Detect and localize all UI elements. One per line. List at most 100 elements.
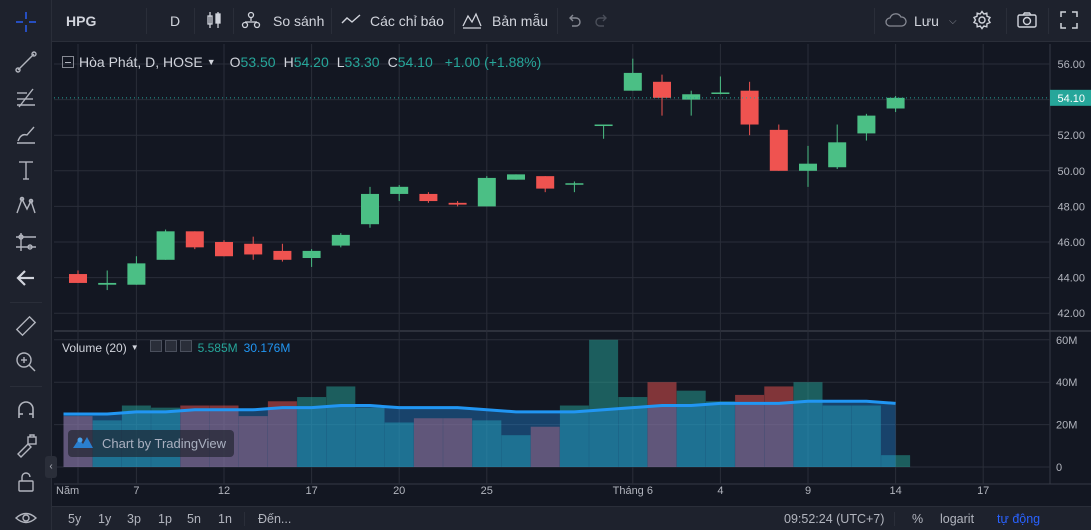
tradingview-logo-icon xyxy=(72,434,94,453)
volume-ma-line xyxy=(63,399,896,467)
fullscreen-button[interactable] xyxy=(1059,0,1079,42)
back-arrow-icon[interactable] xyxy=(8,262,44,294)
chart-canvas[interactable]: 56.0054.0052.0050.0048.0046.0044.0042.00… xyxy=(54,44,1091,506)
range-5y-button[interactable]: 5y xyxy=(68,512,82,526)
lock-icon[interactable] xyxy=(8,466,44,498)
chart-container[interactable]: 56.0054.0052.0050.0048.0046.0044.0042.00… xyxy=(54,44,1091,506)
interval-button[interactable]: D xyxy=(170,0,180,42)
open-value: 53.50 xyxy=(240,54,276,70)
magnet-icon[interactable] xyxy=(8,394,44,426)
drawing-toolbar xyxy=(0,0,52,530)
compare-button[interactable]: So sánh xyxy=(241,0,324,42)
candles-icon xyxy=(204,10,224,33)
fullscreen-icon xyxy=(1059,10,1079,33)
volume-bar xyxy=(530,426,560,467)
brush-icon[interactable] xyxy=(8,118,44,150)
pattern-icon[interactable] xyxy=(8,190,44,222)
screenshot-button[interactable] xyxy=(1016,0,1038,42)
volume-bar xyxy=(267,401,297,467)
templates-button[interactable]: Bản mẫu xyxy=(462,0,548,42)
collapse-legend-icon[interactable] xyxy=(62,56,74,68)
settings-button[interactable] xyxy=(972,0,992,42)
volume-bar xyxy=(472,420,502,467)
price-axis: 56.0054.0052.0050.0048.0046.0044.0042.00… xyxy=(1050,59,1091,474)
range-3m-button[interactable]: 3p xyxy=(127,512,141,526)
tradingview-watermark[interactable]: Chart by TradingView xyxy=(68,430,235,457)
price-tick-label: 44.00 xyxy=(1057,273,1085,285)
save-label: Lưu xyxy=(914,13,939,29)
candle-body xyxy=(711,92,730,94)
chart-type-button[interactable] xyxy=(204,0,224,42)
fib-icon[interactable] xyxy=(8,82,44,114)
top-toolbar: HPG D So sánh Các chỉ báo Bản mẫu Lưu ⌵ xyxy=(52,0,1091,42)
camera-icon xyxy=(1016,10,1038,33)
series-legend: Hòa Phát, D, HOSE ▼ O 53.50 H 54.20 L 53.30… xyxy=(62,54,541,70)
volume-bar xyxy=(851,405,881,467)
volume-bar xyxy=(735,394,765,467)
volume-ma-value: 30.176M xyxy=(243,340,291,355)
candle-body xyxy=(594,124,613,127)
volume-bar xyxy=(793,382,823,467)
volume-legend: Volume (20) ▼ 5.585M 30.176M xyxy=(62,340,290,355)
log-toggle[interactable]: logarit xyxy=(940,512,975,526)
crosshair-icon[interactable] xyxy=(8,6,44,38)
candle-body xyxy=(215,242,233,257)
undo-icon xyxy=(564,10,584,33)
redo-button[interactable] xyxy=(592,0,612,42)
volume-bar xyxy=(238,416,268,467)
prediction-icon[interactable] xyxy=(8,226,44,258)
caret-down-icon[interactable]: ▼ xyxy=(130,343,139,352)
range-1y-button[interactable]: 1y xyxy=(98,512,112,526)
volume-bar xyxy=(413,418,443,467)
volume-title[interactable]: Volume (20) xyxy=(62,340,127,355)
volume-bar xyxy=(647,382,677,467)
volume-value: 5.585M xyxy=(197,340,238,355)
trendline-icon[interactable] xyxy=(8,46,44,78)
goto-date-button[interactable]: Đến... xyxy=(258,512,292,526)
time-axis: Năm 7 12 17 20 25 Tháng 6 4 9 14 17 xyxy=(56,485,989,497)
range-5d-button[interactable]: 5n xyxy=(187,512,201,526)
symbol-search-button[interactable]: HPG xyxy=(66,0,96,42)
chevron-left-icon: ‹ xyxy=(49,461,53,472)
toolbar-divider xyxy=(233,8,234,34)
bottom-divider xyxy=(894,512,895,526)
toolbar-divider xyxy=(454,8,455,34)
candle-body xyxy=(419,193,438,202)
text-icon[interactable] xyxy=(8,154,44,186)
time-tick-label: 17 xyxy=(305,485,317,497)
caret-down-icon[interactable]: ▼ xyxy=(206,57,216,67)
auto-scale-toggle[interactable]: tự động xyxy=(997,512,1041,526)
lock-draw-icon[interactable] xyxy=(8,430,44,462)
save-button[interactable]: Lưu ⌵ xyxy=(884,0,957,42)
last-price-label: 54.10 xyxy=(1057,93,1085,105)
bottom-bar: 5y 1y 3p 1p 5n 1n Đến... 09:52:24 (UTC+7… xyxy=(52,506,1091,530)
indicators-button[interactable]: Các chỉ báo xyxy=(341,0,444,42)
percent-toggle[interactable]: % xyxy=(912,512,924,526)
price-tick-label: 56.00 xyxy=(1057,59,1085,71)
candle-body xyxy=(769,129,788,171)
candle-body xyxy=(828,142,847,168)
series-title[interactable]: Hòa Phát, D, HOSE xyxy=(79,54,203,70)
volume-ma-area xyxy=(63,401,896,467)
toolbar-divider xyxy=(331,8,332,34)
range-1d-button[interactable]: 1n xyxy=(218,512,232,526)
toolbar-divider xyxy=(874,8,875,34)
candle-body xyxy=(244,243,263,255)
eye-icon[interactable] xyxy=(8,502,44,530)
ruler-icon[interactable] xyxy=(8,310,44,342)
price-tick-label: 42.00 xyxy=(1057,308,1085,320)
clock-time[interactable]: 09:52:24 (UTC+7) xyxy=(784,512,885,526)
watermark-text: Chart by TradingView xyxy=(102,436,227,451)
zoom-in-icon[interactable] xyxy=(8,346,44,378)
undo-button[interactable] xyxy=(564,0,584,42)
close-label: C xyxy=(387,54,398,70)
volume-controls xyxy=(147,340,192,355)
price-tick-label: 46.00 xyxy=(1057,237,1085,249)
close-icon[interactable] xyxy=(179,340,192,352)
volume-bar xyxy=(559,405,589,467)
settings-icon[interactable] xyxy=(164,340,177,352)
range-1m-button[interactable]: 1p xyxy=(158,512,172,526)
eye-icon[interactable] xyxy=(149,340,162,352)
volume-tick-label: 60M xyxy=(1056,335,1077,347)
collapse-toolbar-handle[interactable]: ‹ xyxy=(45,456,57,478)
